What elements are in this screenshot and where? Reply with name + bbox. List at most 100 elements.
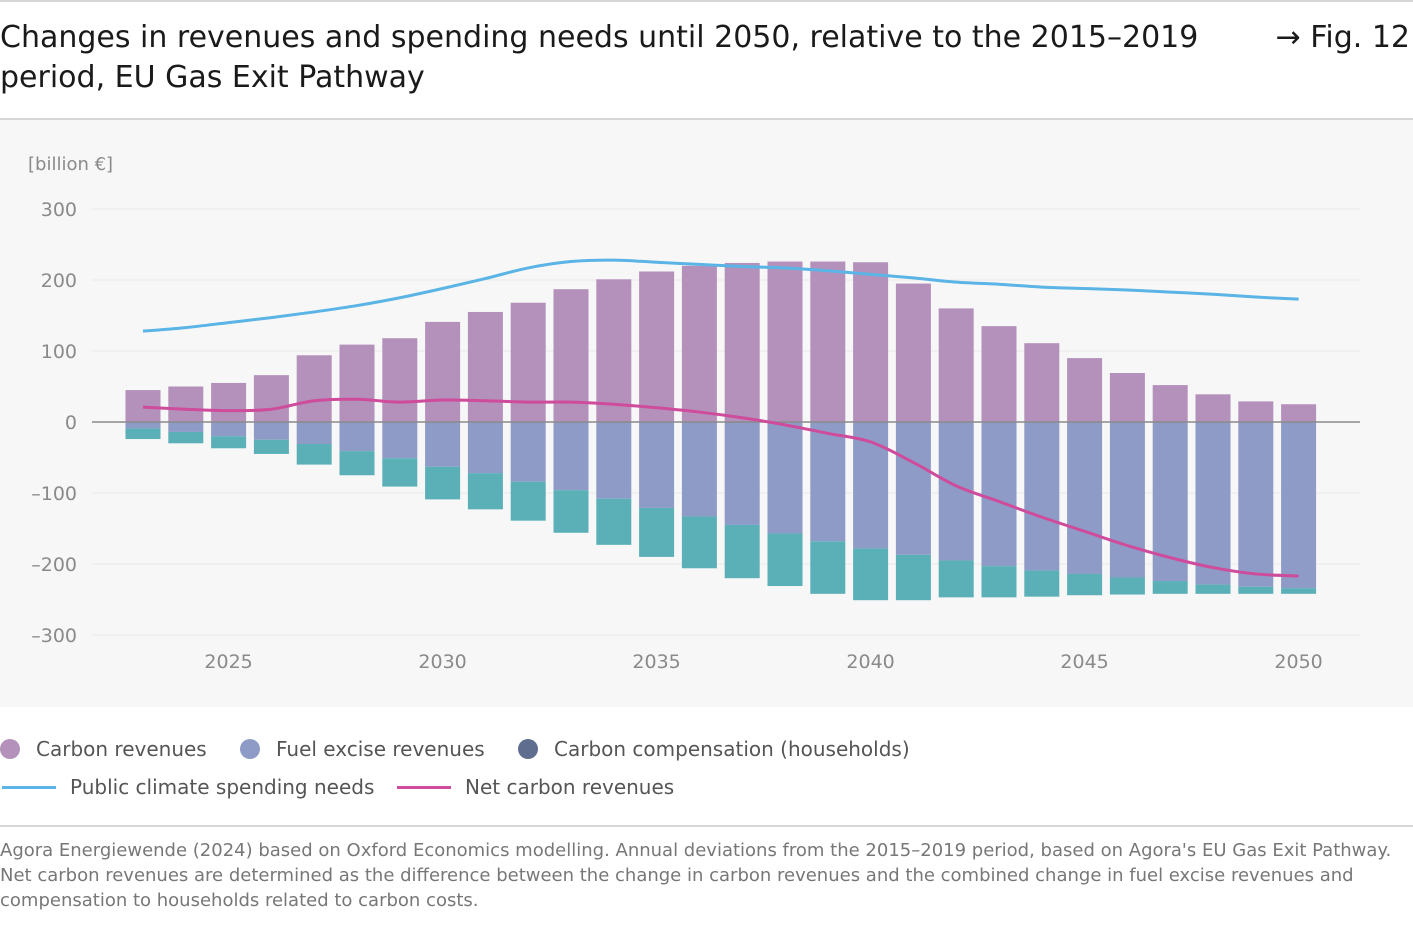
public-spending-swatch — [2, 785, 56, 789]
carbon-revenues-bar — [467, 311, 503, 422]
fuel-excise-bar — [895, 422, 931, 555]
carbon-compensation-bar — [895, 554, 931, 601]
y-tick-label: 300 — [41, 199, 77, 221]
legend-item-public-spending[interactable]: Public climate spending needs — [2, 775, 374, 799]
fuel-excise-bar — [1109, 422, 1145, 578]
carbon-compensation-bar — [810, 541, 846, 594]
y-tick-label: –100 — [31, 483, 77, 505]
carbon-compensation-bar — [168, 431, 204, 444]
legend-item-carbon-revenues[interactable]: Carbon revenues — [0, 737, 207, 761]
fuel-excise-bar — [168, 422, 204, 432]
fuel-excise-bar — [1067, 422, 1103, 574]
carbon-compensation-bar — [125, 428, 161, 440]
carbon-revenues-bar — [724, 262, 760, 422]
fuel-excise-bar — [1024, 422, 1060, 571]
legend-label: Carbon compensation (households) — [554, 737, 910, 761]
fuel-excise-bar — [425, 422, 461, 467]
fuel-excise-bar — [1195, 422, 1231, 585]
y-tick-label: –300 — [31, 625, 77, 647]
carbon-revenues-bar — [938, 308, 974, 422]
x-tick-label: 2045 — [1060, 651, 1108, 673]
carbon-compensation-bar — [253, 439, 289, 454]
y-tick-label: 200 — [41, 270, 77, 292]
carbon-compensation-bar — [382, 458, 418, 487]
x-tick-label: 2025 — [204, 651, 252, 673]
legend-label: Fuel excise revenues — [276, 737, 485, 761]
line-group — [142, 258, 1299, 578]
carbon-revenues-bar — [168, 386, 204, 422]
carbon-revenues-bar — [639, 271, 675, 422]
fuel-excise-bar — [382, 422, 418, 459]
carbon-compensation-bar — [1067, 573, 1103, 596]
legend-item-carbon-compensation[interactable]: Carbon compensation (households) — [518, 737, 910, 761]
carbon-revenues-bar — [1067, 358, 1103, 422]
carbon-revenues-bar — [810, 261, 846, 422]
carbon-compensation-bar — [339, 451, 375, 476]
fuel-excise-bar — [553, 422, 589, 491]
carbon-revenues-bar — [853, 262, 889, 422]
title-divider — [0, 118, 1413, 120]
carbon-revenues-bar — [339, 344, 375, 422]
carbon-revenues-bar — [211, 382, 247, 422]
carbon-compensation-bar — [553, 490, 589, 533]
carbon-compensation-bar — [596, 498, 632, 545]
fuel-excise-bar — [211, 422, 247, 437]
fuel-excise-bar — [253, 422, 289, 440]
grid-lines — [92, 208, 1360, 636]
x-tick-label: 2030 — [418, 651, 466, 673]
axis-labels: 300 200 100 0 –100 –200 –300 2025 2030 2035 2040 20… — [31, 199, 1323, 673]
carbon-revenues-swatch — [0, 739, 20, 759]
fuel-excise-bar — [1238, 422, 1274, 587]
carbon-revenues-bar — [296, 355, 332, 422]
net-carbon-swatch — [397, 785, 451, 789]
x-tick-label: 2050 — [1274, 651, 1322, 673]
fuel-excise-bar — [1281, 422, 1317, 589]
fuel-excise-bar — [467, 422, 503, 474]
carbon-revenues-bar — [767, 261, 803, 422]
carbon-compensation-bar — [767, 533, 803, 587]
carbon-compensation-bar — [724, 524, 760, 579]
legend-label: Net carbon revenues — [465, 775, 675, 799]
x-tick-label: 2035 — [632, 651, 680, 673]
x-tick-label: 2040 — [846, 651, 894, 673]
fuel-excise-bar — [724, 422, 760, 525]
carbon-compensation-bar — [938, 560, 974, 598]
carbon-compensation-swatch — [518, 739, 538, 759]
y-tick-label: 100 — [41, 341, 77, 363]
net-carbon-line — [142, 397, 1299, 578]
carbon-compensation-bar — [467, 473, 503, 510]
legend-item-net-carbon[interactable]: Net carbon revenues — [397, 775, 674, 799]
carbon-revenues-bar — [1109, 373, 1145, 422]
carbon-compensation-bar — [1024, 570, 1060, 597]
carbon-revenues-bar — [895, 283, 931, 422]
y-tick-label: 0 — [65, 412, 77, 434]
carbon-revenues-bar — [510, 302, 546, 422]
carbon-compensation-bar — [853, 548, 889, 601]
carbon-compensation-bar — [211, 436, 247, 449]
figure-reference-link[interactable]: → Fig. 12 — [1275, 20, 1410, 55]
legend-item-fuel-excise[interactable]: Fuel excise revenues — [240, 737, 485, 761]
carbon-revenues-bar — [553, 289, 589, 422]
top-rule — [0, 0, 1413, 2]
carbon-compensation-bar — [296, 444, 332, 465]
y-tick-label: –200 — [31, 554, 77, 576]
fuel-excise-bar — [596, 422, 632, 499]
carbon-revenues-bar — [425, 321, 461, 422]
chart-title: Changes in revenues and spending needs u… — [0, 20, 1199, 95]
carbon-compensation-bar — [639, 507, 675, 557]
carbon-compensation-bar — [681, 516, 717, 569]
source-note: Agora Energiewende (2024) based on Oxfor… — [0, 840, 1392, 911]
carbon-revenues-bar — [596, 279, 632, 422]
carbon-compensation-bar — [1152, 581, 1188, 594]
fuel-excise-bar — [981, 422, 1017, 567]
fuel-excise-bar — [296, 422, 332, 445]
carbon-revenues-bar — [1238, 401, 1274, 422]
carbon-compensation-bar — [1281, 588, 1317, 594]
legend-label: Public climate spending needs — [70, 775, 375, 799]
carbon-revenues-bar — [1281, 404, 1317, 422]
carbon-compensation-bar — [981, 566, 1017, 598]
carbon-compensation-bar — [1109, 577, 1145, 595]
legend: Carbon revenues Fuel excise revenues Car… — [0, 735, 1413, 805]
fuel-excise-bar — [681, 422, 717, 517]
carbon-revenues-bar — [125, 390, 161, 422]
